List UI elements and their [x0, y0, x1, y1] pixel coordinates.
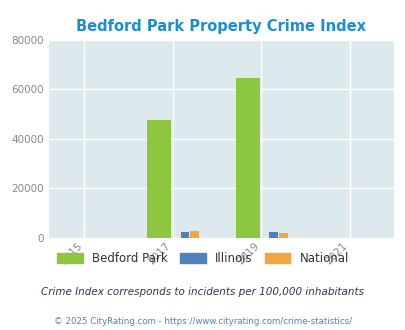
Title: Bedford Park Property Crime Index: Bedford Park Property Crime Index	[76, 19, 365, 34]
Text: Crime Index corresponds to incidents per 100,000 inhabitants: Crime Index corresponds to incidents per…	[41, 287, 364, 297]
Bar	[190, 231, 199, 238]
Bar	[269, 232, 277, 238]
Bar	[278, 233, 287, 238]
Bar	[180, 232, 189, 238]
Text: © 2025 CityRating.com - https://www.cityrating.com/crime-statistics/: © 2025 CityRating.com - https://www.city…	[54, 317, 351, 326]
Legend: Bedford Park, Illinois, National: Bedford Park, Illinois, National	[53, 248, 352, 269]
Bar	[235, 78, 259, 238]
Bar	[147, 120, 171, 238]
